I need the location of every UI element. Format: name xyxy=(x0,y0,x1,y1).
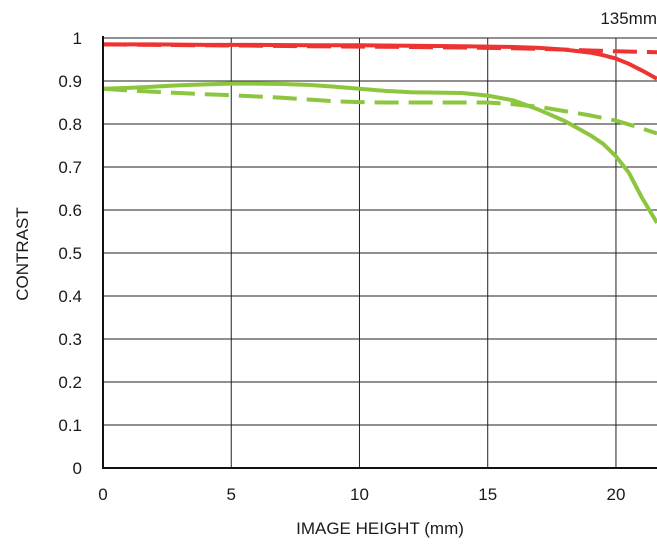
y-tick-label: 0.5 xyxy=(58,244,82,263)
y-tick-label: 0.7 xyxy=(58,158,82,177)
y-tick-label: 0 xyxy=(73,459,82,478)
grid xyxy=(103,37,657,468)
y-tick-label: 0.4 xyxy=(58,287,82,306)
x-axis-title: IMAGE HEIGHT (mm) xyxy=(296,519,464,538)
series-lines xyxy=(102,42,657,224)
y-tick-label: 0.2 xyxy=(58,373,82,392)
y-axis-title: CONTRAST xyxy=(13,207,32,301)
y-tick-label: 0.6 xyxy=(58,201,82,220)
x-tick-label: 10 xyxy=(350,485,369,504)
series-line-green-dashed xyxy=(102,86,657,136)
tick-labels: 00.10.20.30.40.50.60.70.80.910 5 10 15 20 xyxy=(58,29,625,504)
series-line-red-solid xyxy=(103,42,657,81)
x-tick-label: 0 xyxy=(98,485,107,504)
x-tick-label: 15 xyxy=(478,485,497,504)
y-tick-label: 0.1 xyxy=(58,416,82,435)
x-tick-label: 5 xyxy=(227,485,236,504)
y-tick-label: 0.8 xyxy=(58,115,82,134)
focal-length-label: 135mm xyxy=(600,9,657,28)
y-tick-label: 0.9 xyxy=(58,72,82,91)
y-tick-label: 0.3 xyxy=(58,330,82,349)
y-tick-label: 1 xyxy=(73,29,82,48)
series-line-green-solid xyxy=(102,81,657,224)
axes xyxy=(102,36,657,469)
x-tick-label: 20 xyxy=(607,485,626,504)
